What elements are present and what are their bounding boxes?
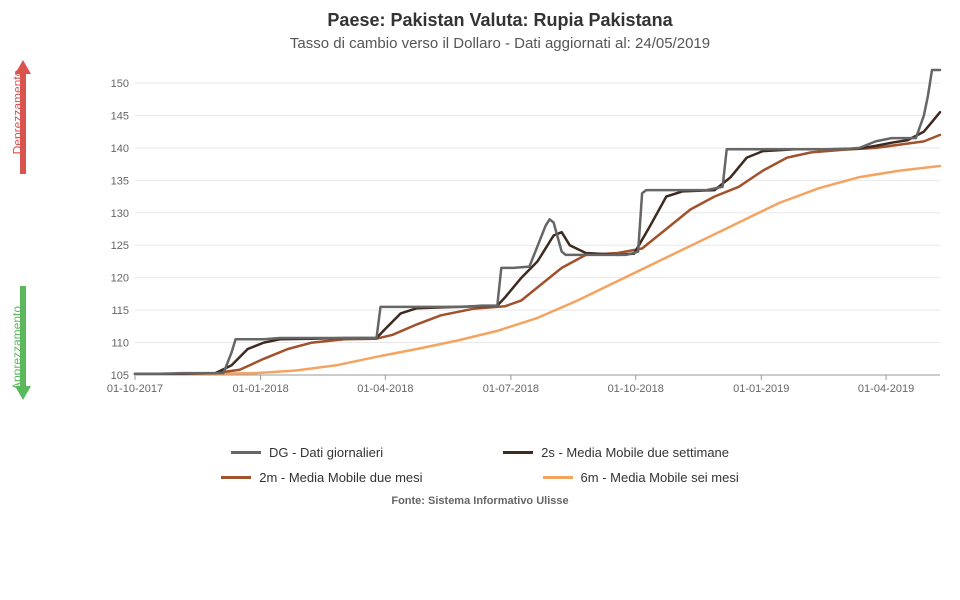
svg-text:125: 125 xyxy=(111,240,129,252)
svg-text:01-01-2019: 01-01-2019 xyxy=(733,383,789,395)
legend-item-2m: 2m - Media Mobile due mesi xyxy=(221,470,422,485)
legend-swatch xyxy=(543,476,573,479)
legend-row-2: 2m - Media Mobile due mesi 6m - Media Mo… xyxy=(0,470,960,485)
legend-item-2s: 2s - Media Mobile due settimane xyxy=(503,445,729,460)
legend-item-6m: 6m - Media Mobile sei mesi xyxy=(543,470,739,485)
plot-area: 105 110 115 120 125 130 135 140 145 150 01-10-2017… xyxy=(100,65,950,400)
chart-title: Paese: Pakistan Valuta: Rupia Pakistana xyxy=(40,10,960,31)
chart-subtitle: Tasso di cambio verso il Dollaro - Dati … xyxy=(40,35,960,52)
source-text: Fonte: Sistema Informativo Ulisse xyxy=(0,495,960,507)
legend-swatch xyxy=(221,476,251,479)
legend-row-1: DG - Dati giornalieri 2s - Media Mobile … xyxy=(0,445,960,460)
legend-label: 2s - Media Mobile due settimane xyxy=(541,445,729,460)
legend-swatch xyxy=(503,451,533,454)
svg-text:01-04-2018: 01-04-2018 xyxy=(357,383,413,395)
y-axis-label-up: Deprezzamento xyxy=(10,70,24,155)
legend-label: DG - Dati giornalieri xyxy=(269,445,383,460)
title-area: Paese: Pakistan Valuta: Rupia Pakistana … xyxy=(40,0,960,52)
svg-text:01-10-2018: 01-10-2018 xyxy=(608,383,664,395)
y-axis-arrows: Deprezzamento Apprezzamento xyxy=(5,60,35,400)
svg-text:105: 105 xyxy=(111,370,129,382)
svg-text:145: 145 xyxy=(111,110,129,122)
svg-text:01-04-2019: 01-04-2019 xyxy=(858,383,914,395)
svg-text:01-10-2017: 01-10-2017 xyxy=(107,383,163,395)
svg-text:150: 150 xyxy=(111,78,129,90)
svg-text:120: 120 xyxy=(111,273,129,285)
svg-text:01-01-2018: 01-01-2018 xyxy=(232,383,288,395)
svg-text:130: 130 xyxy=(111,208,129,220)
legend-label: 2m - Media Mobile due mesi xyxy=(259,470,422,485)
svg-text:115: 115 xyxy=(111,305,129,317)
legend-swatch xyxy=(231,451,261,454)
svg-text:110: 110 xyxy=(111,338,129,350)
svg-text:140: 140 xyxy=(111,143,129,155)
svg-text:135: 135 xyxy=(111,175,129,187)
legend: DG - Dati giornalieri 2s - Media Mobile … xyxy=(0,445,960,507)
chart-svg: 105 110 115 120 125 130 135 140 145 150 01-10-2017… xyxy=(100,65,950,400)
svg-text:01-07-2018: 01-07-2018 xyxy=(483,383,539,395)
legend-label: 6m - Media Mobile sei mesi xyxy=(581,470,739,485)
legend-item-dg: DG - Dati giornalieri xyxy=(231,445,383,460)
y-axis-label-down: Apprezzamento xyxy=(10,306,24,390)
chart-container: Paese: Pakistan Valuta: Rupia Pakistana … xyxy=(40,0,960,500)
